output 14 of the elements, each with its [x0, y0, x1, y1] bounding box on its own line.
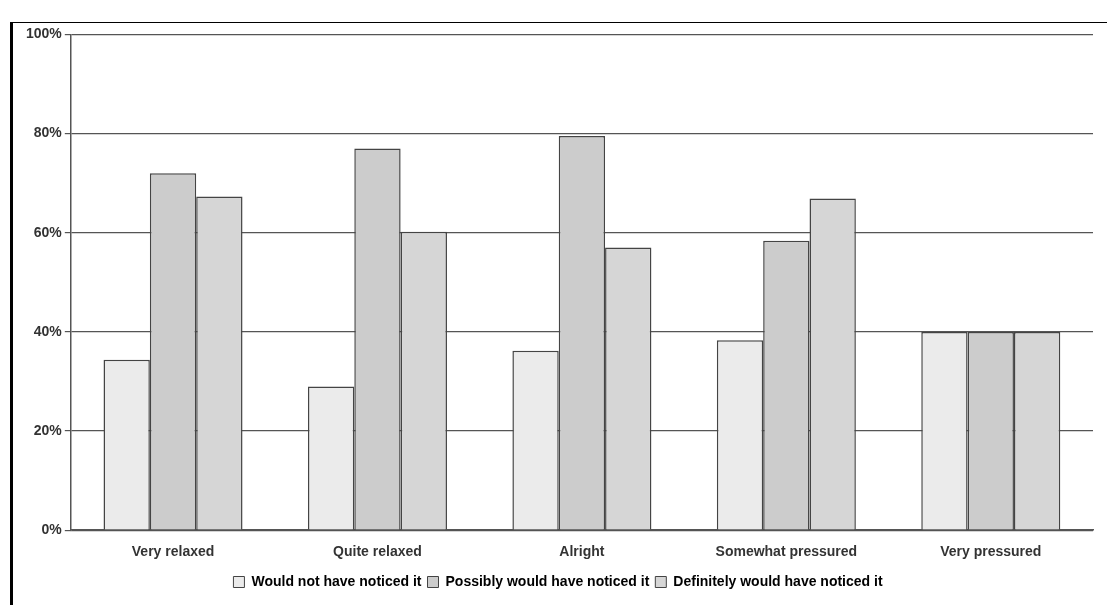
legend-label: Definitely would have noticed it	[673, 572, 883, 589]
legend-label: Would not have noticed it	[251, 572, 422, 589]
y-tick-label: 20%	[33, 421, 63, 438]
x-tick-label: Somewhat pressured	[715, 543, 858, 560]
y-tick-label: 60%	[33, 223, 63, 240]
y-tick-label: 0%	[41, 521, 63, 538]
x-tick-label: Very relaxed	[131, 543, 215, 560]
x-tick-label: Alright	[559, 543, 605, 560]
x-tick-label: Quite relaxed	[333, 543, 422, 560]
x-tick-label: Very pressured	[940, 543, 1042, 560]
y-tick-label: 40%	[33, 322, 63, 339]
y-tick-label: 100%	[25, 25, 63, 42]
legend-label: Possibly would have noticed it	[445, 572, 650, 589]
y-tick-label: 80%	[33, 124, 63, 141]
